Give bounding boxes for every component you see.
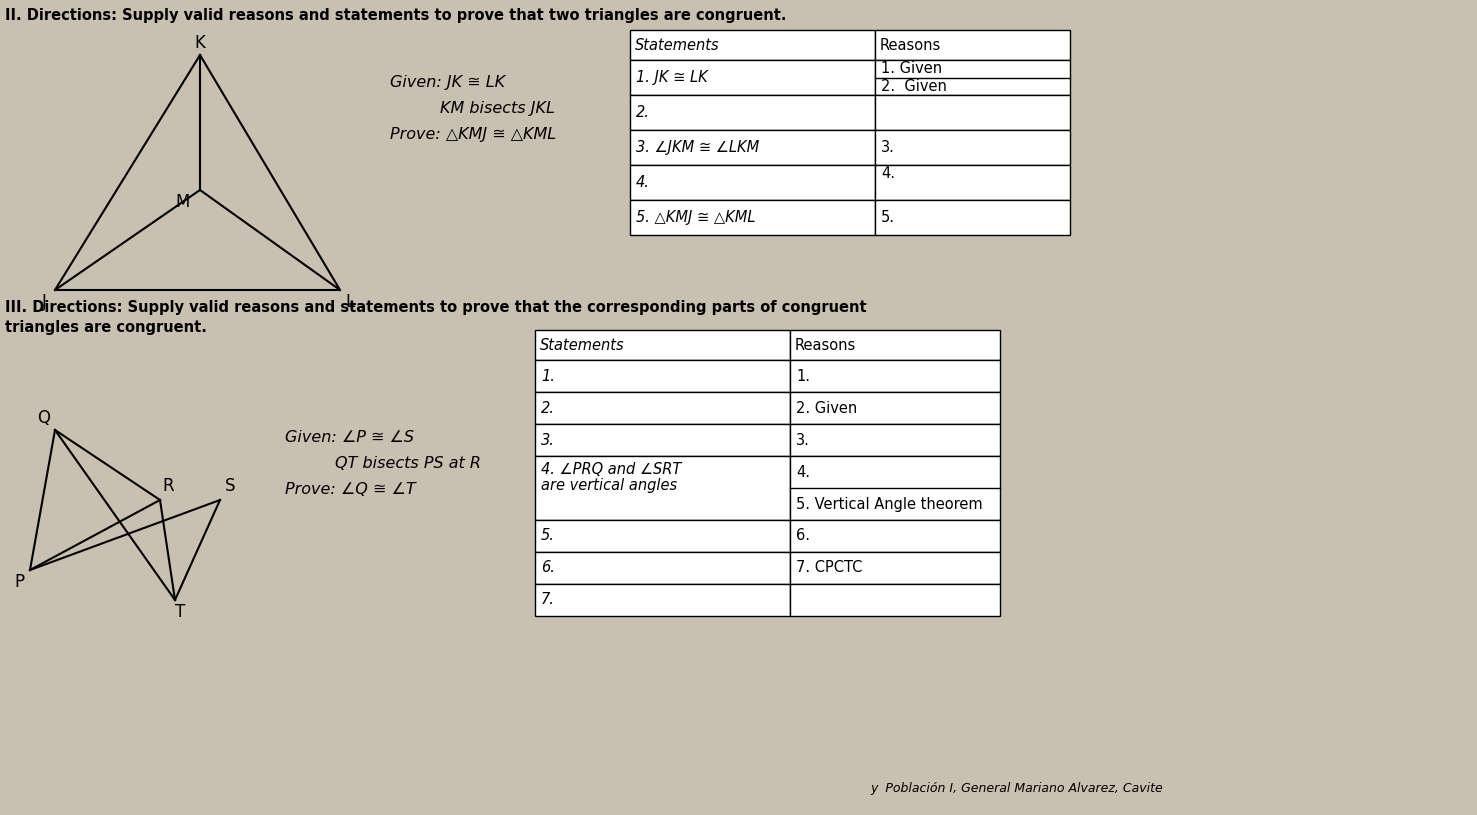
- Text: Statements: Statements: [635, 37, 719, 52]
- Text: Statements: Statements: [541, 337, 625, 353]
- Bar: [874, 130, 1069, 165]
- Text: 1.: 1.: [796, 368, 809, 384]
- Text: 7.: 7.: [541, 593, 555, 607]
- Text: 3.: 3.: [541, 433, 555, 447]
- Text: R: R: [162, 477, 174, 495]
- Text: 5. △KMJ ≅ △KML: 5. △KMJ ≅ △KML: [637, 210, 756, 225]
- Text: 1. JK ≅ LK: 1. JK ≅ LK: [637, 70, 707, 85]
- Text: KM bisects JKL: KM bisects JKL: [440, 101, 555, 116]
- Bar: [535, 456, 790, 520]
- Bar: [874, 95, 1069, 130]
- Text: 4.: 4.: [796, 465, 809, 479]
- Text: triangles are congruent.: triangles are congruent.: [4, 320, 207, 335]
- Text: 4.: 4.: [880, 166, 895, 181]
- Text: Reasons: Reasons: [795, 337, 857, 353]
- Bar: [874, 165, 1069, 200]
- Text: 4.: 4.: [637, 175, 650, 190]
- Bar: [631, 30, 874, 60]
- Bar: [535, 424, 790, 456]
- Text: L: L: [346, 293, 354, 311]
- Text: Reasons: Reasons: [880, 37, 941, 52]
- Bar: [535, 584, 790, 616]
- Text: 7. CPCTC: 7. CPCTC: [796, 561, 863, 575]
- Text: 2. Given: 2. Given: [796, 400, 857, 416]
- Bar: [631, 95, 874, 130]
- Text: 5. Vertical Angle theorem: 5. Vertical Angle theorem: [796, 496, 982, 512]
- Text: Prove: △KMJ ≅ △KML: Prove: △KMJ ≅ △KML: [390, 127, 557, 142]
- Bar: [874, 200, 1069, 235]
- Bar: [631, 200, 874, 235]
- Text: S: S: [225, 477, 235, 495]
- Text: T: T: [174, 603, 185, 621]
- Bar: [535, 360, 790, 392]
- Text: M: M: [176, 193, 191, 211]
- Bar: [790, 520, 1000, 552]
- Bar: [790, 330, 1000, 360]
- Text: 5.: 5.: [880, 210, 895, 225]
- Bar: [631, 130, 874, 165]
- Bar: [874, 30, 1069, 60]
- Text: QT bisects PS at R: QT bisects PS at R: [335, 456, 482, 471]
- Text: 6.: 6.: [796, 528, 809, 544]
- Bar: [535, 392, 790, 424]
- Text: 3. ∠JKM ≅ ∠LKM: 3. ∠JKM ≅ ∠LKM: [637, 140, 759, 155]
- Bar: [535, 330, 790, 360]
- Bar: [874, 60, 1069, 95]
- Text: y  Población I, General Mariano Alvarez, Cavite: y Población I, General Mariano Alvarez, …: [870, 782, 1162, 795]
- Text: K: K: [195, 34, 205, 52]
- Bar: [790, 424, 1000, 456]
- Text: 4. ∠PRQ and ∠SRT: 4. ∠PRQ and ∠SRT: [541, 462, 681, 477]
- Bar: [790, 360, 1000, 392]
- Text: Given: JK ≅ LK: Given: JK ≅ LK: [390, 75, 505, 90]
- Text: Prove: ∠Q ≅ ∠T: Prove: ∠Q ≅ ∠T: [285, 482, 415, 497]
- Text: 2.: 2.: [637, 105, 650, 120]
- Bar: [790, 584, 1000, 616]
- Text: 2.  Given: 2. Given: [880, 79, 947, 94]
- Text: 5.: 5.: [541, 528, 555, 544]
- Bar: [790, 456, 1000, 520]
- Text: 3.: 3.: [796, 433, 809, 447]
- Text: are vertical angles: are vertical angles: [541, 478, 676, 493]
- Text: 6.: 6.: [541, 561, 555, 575]
- Text: Given: ∠P ≅ ∠S: Given: ∠P ≅ ∠S: [285, 430, 414, 445]
- Text: 3.: 3.: [880, 140, 895, 155]
- Bar: [790, 552, 1000, 584]
- Text: P: P: [15, 573, 25, 591]
- Bar: [535, 552, 790, 584]
- Bar: [790, 392, 1000, 424]
- Text: II. Directions: Supply valid reasons and statements to prove that two triangles : II. Directions: Supply valid reasons and…: [4, 8, 786, 23]
- Text: 1.: 1.: [541, 368, 555, 384]
- Text: 1. Given: 1. Given: [880, 61, 942, 77]
- Bar: [631, 165, 874, 200]
- Text: J: J: [43, 293, 47, 311]
- Bar: [535, 520, 790, 552]
- Bar: [631, 60, 874, 95]
- Text: III. Directions: Supply valid reasons and statements to prove that the correspon: III. Directions: Supply valid reasons an…: [4, 300, 867, 315]
- Text: 2.: 2.: [541, 400, 555, 416]
- Text: Q: Q: [37, 409, 50, 427]
